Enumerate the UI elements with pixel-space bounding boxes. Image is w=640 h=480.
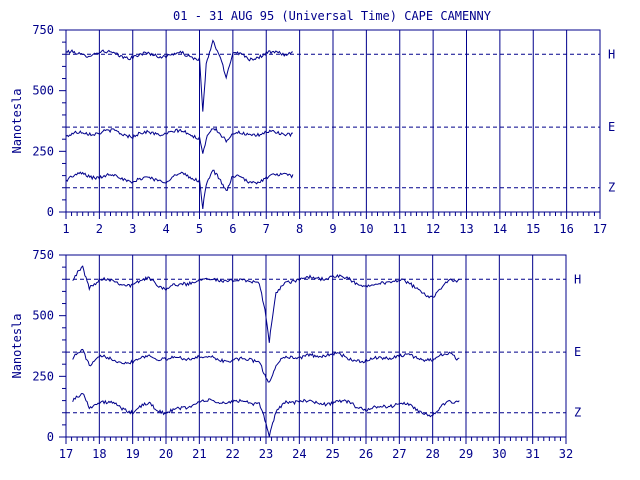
x-tick-label: 18	[92, 447, 106, 461]
x-tick-label: 17	[59, 447, 73, 461]
x-tick-label: 5	[196, 222, 203, 236]
x-tick-label: 24	[292, 447, 306, 461]
trace-z	[72, 393, 460, 437]
x-tick-label: 8	[296, 222, 303, 236]
x-tick-label: 20	[159, 447, 173, 461]
component-label-h: H	[574, 272, 581, 286]
trace-e	[65, 127, 293, 154]
y-axis-label: Nanotesla	[10, 313, 24, 378]
component-label-z: Z	[608, 181, 615, 195]
component-label-h: H	[608, 47, 615, 61]
x-tick-label: 31	[525, 447, 539, 461]
y-tick-label: 750	[32, 248, 54, 262]
x-tick-label: 11	[393, 222, 407, 236]
y-tick-label: 0	[47, 430, 54, 444]
x-tick-label: 12	[426, 222, 440, 236]
plot-frame	[65, 254, 567, 438]
x-tick-label: 4	[163, 222, 170, 236]
x-tick-label: 3	[129, 222, 136, 236]
x-tick-label: 6	[229, 222, 236, 236]
x-tick-label: 14	[493, 222, 507, 236]
y-axis-label: Nanotesla	[10, 88, 24, 153]
x-tick-label: 17	[593, 222, 607, 236]
y-tick-label: 250	[32, 369, 54, 383]
trace-h	[65, 39, 294, 112]
x-tick-label: 2	[96, 222, 103, 236]
x-tick-label: 9	[329, 222, 336, 236]
chart-title: 01 - 31 AUG 95 (Universal Time) CAPE CAM…	[173, 9, 492, 23]
y-tick-label: 500	[32, 309, 54, 323]
x-tick-label: 29	[459, 447, 473, 461]
x-tick-label: 27	[392, 447, 406, 461]
x-tick-label: 25	[325, 447, 339, 461]
trace-h	[72, 265, 460, 343]
x-tick-label: 26	[359, 447, 373, 461]
x-tick-label: 13	[459, 222, 473, 236]
x-tick-label: 30	[492, 447, 506, 461]
x-tick-label: 22	[225, 447, 239, 461]
x-tick-label: 10	[359, 222, 373, 236]
x-tick-label: 32	[559, 447, 573, 461]
x-tick-label: 28	[425, 447, 439, 461]
y-tick-label: 750	[32, 23, 54, 37]
component-label-e: E	[608, 120, 615, 134]
y-tick-label: 500	[32, 84, 54, 98]
trace-e	[72, 348, 460, 383]
x-tick-label: 21	[192, 447, 206, 461]
component-label-z: Z	[574, 406, 581, 420]
trace-z	[65, 169, 294, 210]
y-tick-label: 0	[47, 205, 54, 219]
x-tick-label: 23	[259, 447, 273, 461]
x-tick-label: 7	[263, 222, 270, 236]
x-tick-label: 19	[125, 447, 139, 461]
x-tick-label: 15	[526, 222, 540, 236]
x-tick-label: 16	[559, 222, 573, 236]
x-tick-label: 1	[62, 222, 69, 236]
component-label-e: E	[574, 345, 581, 359]
panel-aug-01-17: 1 2 3 4 5 6 7 8 9 10 11 12 13 14 15 16 170250500750Nanot…	[10, 23, 615, 236]
y-tick-label: 250	[32, 144, 54, 158]
panel-aug-17-31: 17 18 19 20 21 22 23 24 25 26 27 28 29 30 31 32 0 250 500 7…	[10, 248, 581, 461]
